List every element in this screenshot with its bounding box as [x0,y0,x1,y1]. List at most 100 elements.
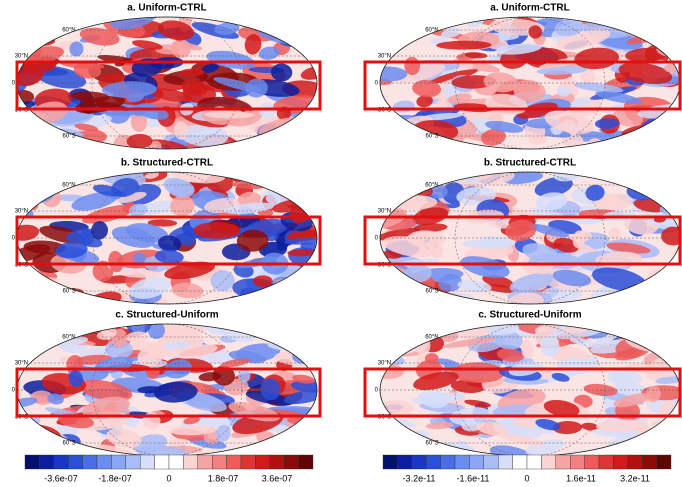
colorbar-segment [25,455,39,469]
field-blob [376,289,392,302]
field-blob [295,436,326,448]
field-blob [641,281,674,305]
field-blob [636,280,682,293]
field-blob [18,190,31,202]
latitude-label: 30°N [378,361,391,367]
field-blob [637,294,682,305]
field-blob [632,166,682,180]
colorbar-segment [299,455,313,469]
colorbar-segment [613,455,627,469]
field-blob [372,284,418,304]
colorbar-label: 1.8e-07 [208,473,239,483]
field-blob [362,114,406,134]
latitude-label: 30°N [15,361,28,367]
colorbar-segment [642,455,656,469]
field-blob [249,12,270,21]
field-blob [19,327,36,340]
colorbar-label: 1.6e-11 [566,473,596,483]
field-blob [406,321,421,344]
field-blob [0,7,46,37]
panel-title: b. Structured-CTRL [121,158,213,169]
field-blob [277,292,292,303]
colorbar-segment [270,455,284,469]
field-blob [255,137,293,150]
colorbar-label: 3.6e-07 [262,473,293,483]
field-blob [280,37,322,48]
panel-title: a. Uniform-CTRL [127,3,206,14]
colorbar-segment [97,455,111,469]
colorbar-segment [255,455,269,469]
field-blob [56,319,80,334]
field-blob [7,133,56,143]
field-blob [285,137,307,160]
colorbar-segment [585,455,599,469]
latitude-label: 30°N [378,54,391,60]
colorbar-segment [513,455,527,469]
field-blob [0,129,40,147]
field-blob [289,179,314,200]
field-blob [377,119,408,137]
colorbar-segment [68,455,82,469]
latitude-label: 0 [375,236,379,242]
field-blob [644,329,680,341]
colorbar-segment [39,455,53,469]
colorbar-segment [484,455,498,469]
field-blob [388,329,404,344]
field-blob [290,17,318,42]
field-blob [296,292,312,308]
field-blob [631,10,648,25]
field-blob [282,165,310,180]
field-blob [1,125,45,149]
latitude-label: 0 [375,81,379,87]
colorbar-segment [284,455,298,469]
field-blob [11,285,28,306]
field-blob [2,293,34,307]
latitude-label: 30°N [15,54,28,60]
field-blob [290,9,342,35]
colorbar-segment [599,455,613,469]
field-blob [38,292,54,313]
field-blob [32,431,53,449]
field-blob [629,288,646,307]
colorbar-segment [426,455,440,469]
field-blob [664,281,682,292]
latitude-label: 0 [375,388,379,394]
field-blob [656,127,677,144]
field-blob [273,283,297,304]
colorbar-segment [556,455,570,469]
colorbar-segment [83,455,97,469]
field-blob [253,289,281,313]
field-blob [379,29,393,39]
panel-title: c. Structured-Uniform [115,310,218,321]
field-blob [630,441,646,457]
colorbar-label: 3.2e-11 [620,473,650,483]
field-blob [307,163,323,186]
colorbar-segment [397,455,411,469]
field-blob [12,118,31,131]
field-blob [10,18,32,27]
colorbar-segment [227,455,241,469]
field-blob [275,173,291,183]
field-blob [393,288,418,308]
field-blob [670,195,682,206]
field-blob [16,12,51,35]
colorbar-segment [54,455,68,469]
field-blob [18,277,48,299]
colorbar-segment [198,455,212,469]
colorbar-segment [412,455,426,469]
field-blob [656,125,681,144]
field-blob [662,179,682,205]
field-blob [231,293,280,309]
field-blob [296,331,318,351]
field-blob [375,325,428,340]
colorbar-segment [140,455,154,469]
field-blob [615,317,645,338]
field-blob [54,292,91,311]
field-blob [669,431,682,441]
latitude-label: 30°N [378,209,391,215]
field-blob [640,163,676,187]
colorbar-segment [169,455,183,469]
colorbar-segment [383,455,397,469]
colorbar-segment [455,455,469,469]
field-blob [667,177,681,194]
